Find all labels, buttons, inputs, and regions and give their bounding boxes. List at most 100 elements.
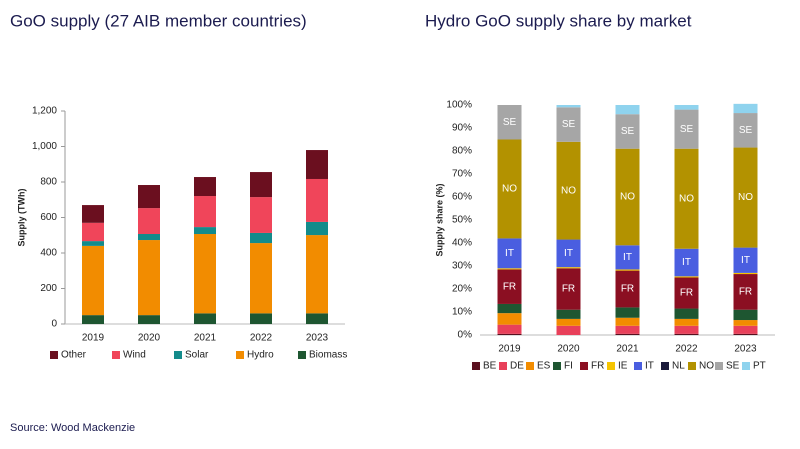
y-tick-label: 40%: [452, 238, 472, 249]
legend-label: ES: [537, 361, 551, 372]
bar-segment: [615, 333, 640, 335]
bar-segment: [497, 269, 522, 304]
bar-segment: [556, 318, 581, 326]
x-tick-label: 2020: [557, 344, 580, 355]
bar-segment: [194, 227, 216, 235]
bar-segment: [497, 333, 522, 335]
bar-segment: [674, 277, 699, 309]
bar-segment: [615, 105, 640, 115]
y-tick-label: 60%: [452, 192, 472, 203]
legend-label: BE: [483, 361, 497, 372]
bar-segment: [250, 232, 272, 244]
bar-segment: [733, 274, 758, 310]
segment-label: NO: [620, 192, 635, 203]
bar-segment: [556, 268, 581, 310]
bar-segment: [615, 148, 640, 246]
segment-label: FR: [621, 284, 634, 295]
bar-segment: [306, 313, 328, 324]
bar-segment: [674, 333, 699, 335]
bar-segment: [82, 241, 104, 246]
x-tick-label: 2020: [138, 333, 161, 344]
segment-label: SE: [739, 125, 753, 136]
legend-swatch: [174, 351, 182, 359]
bar-segment: [82, 245, 104, 316]
legend-label: Hydro: [247, 350, 274, 361]
legend-swatch: [472, 362, 480, 370]
bar-segment: [733, 113, 758, 148]
bar-segment: [497, 268, 522, 270]
bar-segment: [250, 243, 272, 314]
legend-label: FR: [591, 361, 604, 372]
legend-label: FI: [564, 361, 573, 372]
segment-label: SE: [621, 126, 635, 137]
segment-label: FR: [739, 287, 752, 298]
legend-swatch: [526, 362, 534, 370]
bar-segment: [733, 325, 758, 334]
legend-label: DE: [510, 361, 524, 372]
bar-segment: [615, 114, 640, 149]
bar-segment: [497, 105, 522, 140]
x-tick-label: 2021: [616, 344, 639, 355]
legend-label: Wind: [123, 350, 146, 361]
legend-swatch: [661, 362, 669, 370]
bar-segment: [194, 177, 216, 197]
x-tick-label: 2023: [734, 344, 757, 355]
chart-title: GoO supply (27 AIB member countries): [10, 11, 307, 30]
bar-segment: [556, 105, 581, 108]
bar-segment: [250, 197, 272, 233]
y-tick-label: 200: [40, 283, 57, 294]
bar-segment: [733, 147, 758, 248]
legend-label: SE: [726, 361, 740, 372]
bar-segment: [138, 240, 160, 316]
bar-segment: [674, 109, 699, 149]
bar-segment: [674, 248, 699, 277]
bar-segment: [497, 324, 522, 334]
bar-segment: [497, 303, 522, 314]
legend-swatch: [236, 351, 244, 359]
y-tick-label: 50%: [452, 215, 472, 226]
y-tick-label: 600: [40, 212, 57, 223]
bar-segment: [138, 208, 160, 235]
bar-segment: [497, 238, 522, 269]
y-tick-label: 10%: [452, 307, 472, 318]
segment-label: IT: [623, 252, 632, 263]
y-tick-label: 0: [51, 319, 57, 330]
bar-segment: [556, 141, 581, 240]
segment-label: SE: [562, 119, 576, 130]
bar-segment: [306, 235, 328, 314]
x-tick-label: 2019: [82, 333, 105, 344]
y-tick-label: 20%: [452, 284, 472, 295]
y-tick-label: 30%: [452, 261, 472, 272]
x-tick-label: 2022: [250, 333, 273, 344]
bar-segment: [674, 308, 699, 319]
x-tick-label: 2022: [675, 344, 698, 355]
legend-swatch: [688, 362, 696, 370]
bar-segment: [733, 309, 758, 321]
segment-label: NO: [561, 185, 576, 196]
bar-segment: [250, 313, 272, 324]
segment-label: IT: [505, 248, 514, 259]
segment-label: IT: [564, 248, 573, 259]
legend-label: Solar: [185, 350, 209, 361]
bar-segment: [733, 272, 758, 275]
bar-segment: [82, 205, 104, 223]
legend-label: PT: [753, 361, 766, 372]
legend-swatch: [715, 362, 723, 370]
segment-label: IT: [741, 255, 750, 266]
bar-segment: [615, 317, 640, 326]
y-axis-title: Supply (TWh): [16, 189, 26, 247]
bar-segment: [306, 221, 328, 236]
bar-segment: [733, 247, 758, 273]
segment-label: IT: [682, 257, 691, 268]
bar-segment: [615, 325, 640, 334]
legend-label: NO: [699, 361, 714, 372]
bar-segment: [82, 315, 104, 324]
legend-label: NL: [672, 361, 685, 372]
y-tick-label: 1,000: [32, 141, 57, 152]
bar-segment: [82, 222, 104, 242]
bar-segment: [497, 313, 522, 325]
bar-segment: [556, 267, 581, 269]
bar-segment: [556, 107, 581, 142]
y-tick-label: 100%: [446, 100, 472, 111]
